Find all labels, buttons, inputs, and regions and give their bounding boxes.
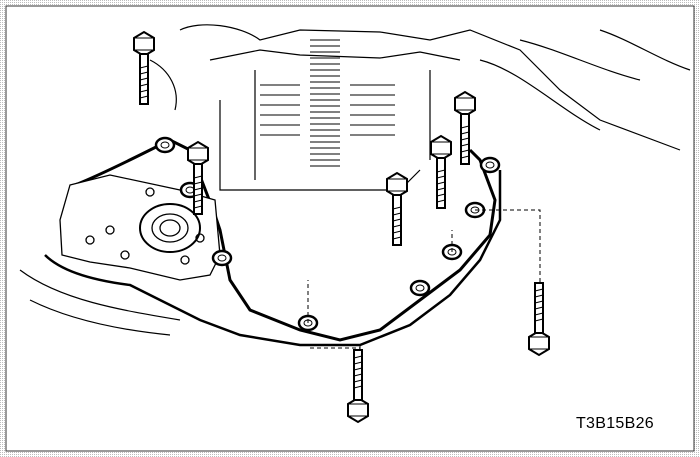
housing-flange-lower xyxy=(44,170,502,347)
housing-flange xyxy=(74,138,497,342)
engine-block xyxy=(19,24,691,336)
ribbed-section xyxy=(260,39,395,167)
part-id-label: T3B15B26 xyxy=(575,415,654,432)
side-cover xyxy=(59,174,221,281)
